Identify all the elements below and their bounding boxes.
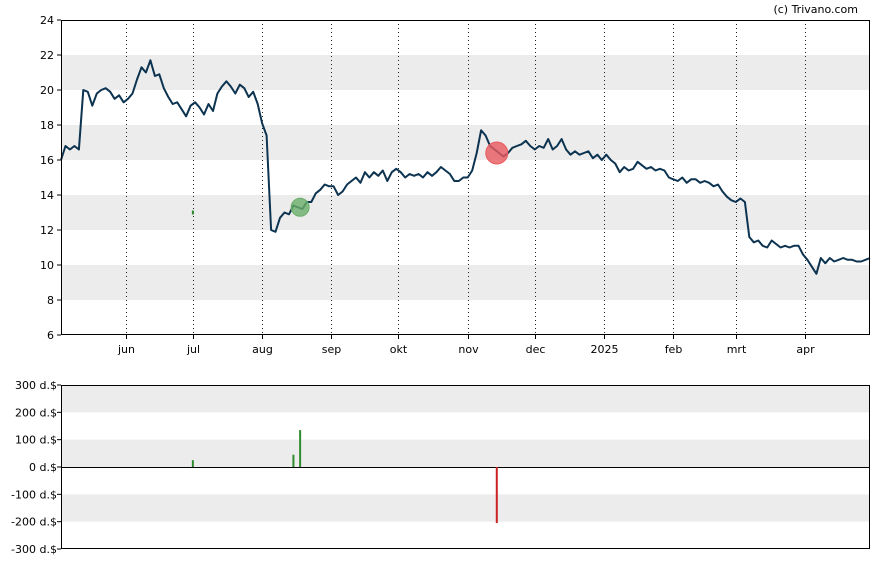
x-tick-label: nov <box>458 343 479 356</box>
volume-y-tick-label: -300 d.$ <box>11 543 57 556</box>
volume-grid-band <box>61 494 870 522</box>
buy-marker <box>290 197 310 217</box>
price-grid-band <box>61 55 870 90</box>
y-tick-label: 18 <box>40 119 54 132</box>
x-tick-label: jul <box>186 343 200 356</box>
x-tick-label: aug <box>252 343 273 356</box>
sell-marker <box>485 141 509 165</box>
x-tick-label: mrt <box>727 343 747 356</box>
volume-plot-frame <box>61 385 870 549</box>
volume-bar <box>292 454 295 467</box>
volume-y-tick-label: -200 d.$ <box>11 516 57 529</box>
volume-y-tick-label: 200 d.$ <box>15 406 57 419</box>
x-tick-label: feb <box>665 343 683 356</box>
price-series-line <box>60 59 871 275</box>
x-tick-label: okt <box>390 343 408 356</box>
x-tick-label: sep <box>322 343 341 356</box>
x-tick-label: jun <box>117 343 135 356</box>
y-tick-label: 8 <box>47 294 54 307</box>
volume-y-tick-label: 100 d.$ <box>15 434 57 447</box>
y-tick-label: 24 <box>40 14 54 27</box>
volume-y-tick-label: 0 d.$ <box>29 461 57 474</box>
x-tick-label: dec <box>526 343 546 356</box>
x-tick-label: apr <box>796 343 815 356</box>
volume-y-tick-label: -100 d.$ <box>11 488 57 501</box>
volume-y-tick-label: 300 d.$ <box>15 379 57 392</box>
y-tick-label: 10 <box>40 259 54 272</box>
y-tick-label: 16 <box>40 154 54 167</box>
volume-bar <box>299 430 302 467</box>
volume-bar <box>191 460 194 467</box>
small-trade-mark <box>191 210 194 215</box>
y-tick-label: 22 <box>40 49 54 62</box>
price-grid-band <box>61 265 870 300</box>
price-grid-band <box>61 125 870 160</box>
volume-grid-band <box>61 385 870 413</box>
watermark-text: (c) Trivano.com <box>773 3 858 16</box>
volume-grid-band <box>61 439 870 467</box>
price-plot-frame <box>61 20 870 335</box>
y-tick-label: 20 <box>40 84 54 97</box>
y-tick-label: 6 <box>47 329 54 342</box>
y-tick-label: 12 <box>40 224 54 237</box>
x-tick-label: 2025 <box>591 343 619 356</box>
volume-bar <box>495 467 498 524</box>
y-tick-label: 14 <box>40 189 54 202</box>
